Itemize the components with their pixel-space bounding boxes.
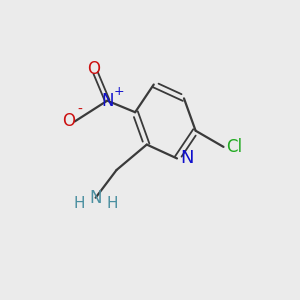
Text: H: H bbox=[106, 196, 118, 211]
Text: N: N bbox=[89, 189, 102, 207]
Text: +: + bbox=[114, 85, 124, 98]
Text: Cl: Cl bbox=[226, 138, 242, 156]
Text: N: N bbox=[101, 92, 113, 110]
Text: O: O bbox=[87, 61, 100, 79]
Text: -: - bbox=[77, 103, 82, 117]
Text: O: O bbox=[62, 112, 75, 130]
Text: H: H bbox=[74, 196, 85, 211]
Text: N: N bbox=[181, 149, 194, 167]
